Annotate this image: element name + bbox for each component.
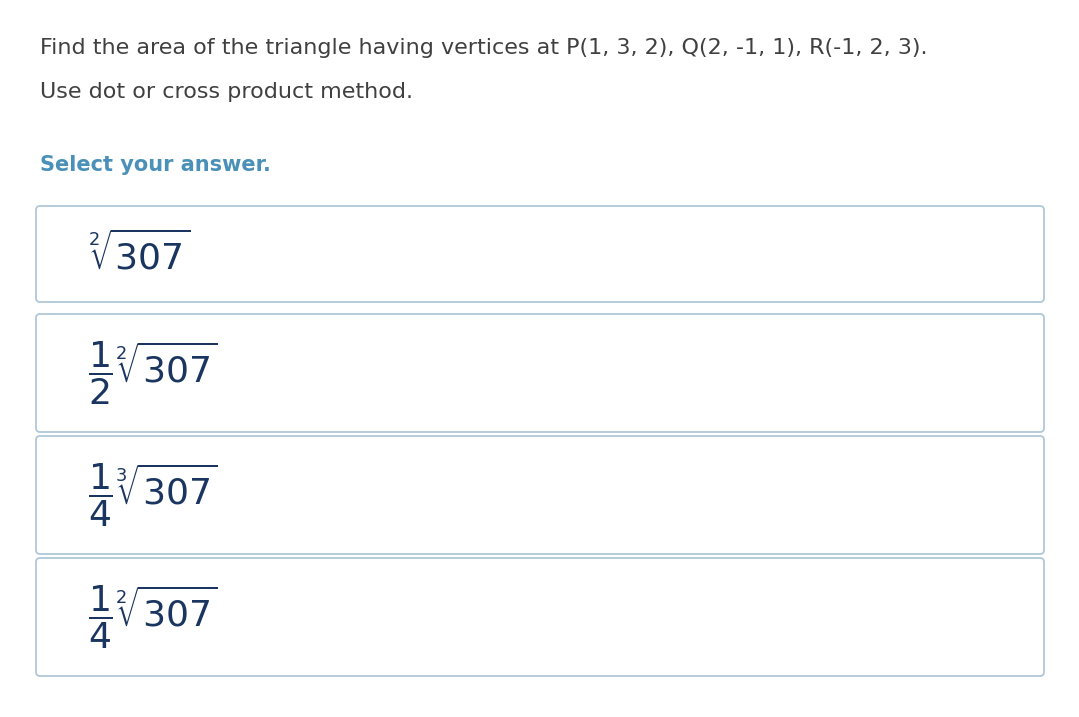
Text: Find the area of the triangle having vertices at P(1, 3, 2), Q(2, -1, 1), R(-1, : Find the area of the triangle having ver…: [40, 38, 928, 58]
FancyBboxPatch shape: [36, 558, 1044, 676]
FancyBboxPatch shape: [36, 314, 1044, 432]
Text: $\dfrac{1}{4}\sqrt[2]{307}$: $\dfrac{1}{4}\sqrt[2]{307}$: [88, 584, 218, 650]
Text: $\dfrac{1}{4}\sqrt[3]{307}$: $\dfrac{1}{4}\sqrt[3]{307}$: [88, 461, 218, 528]
Text: Use dot or cross product method.: Use dot or cross product method.: [40, 82, 413, 102]
FancyBboxPatch shape: [36, 206, 1044, 302]
FancyBboxPatch shape: [36, 436, 1044, 554]
Text: $\sqrt[2]{307}$: $\sqrt[2]{307}$: [88, 232, 190, 277]
Text: $\dfrac{1}{2}\sqrt[2]{307}$: $\dfrac{1}{2}\sqrt[2]{307}$: [88, 339, 218, 407]
Text: Select your answer.: Select your answer.: [40, 155, 271, 175]
